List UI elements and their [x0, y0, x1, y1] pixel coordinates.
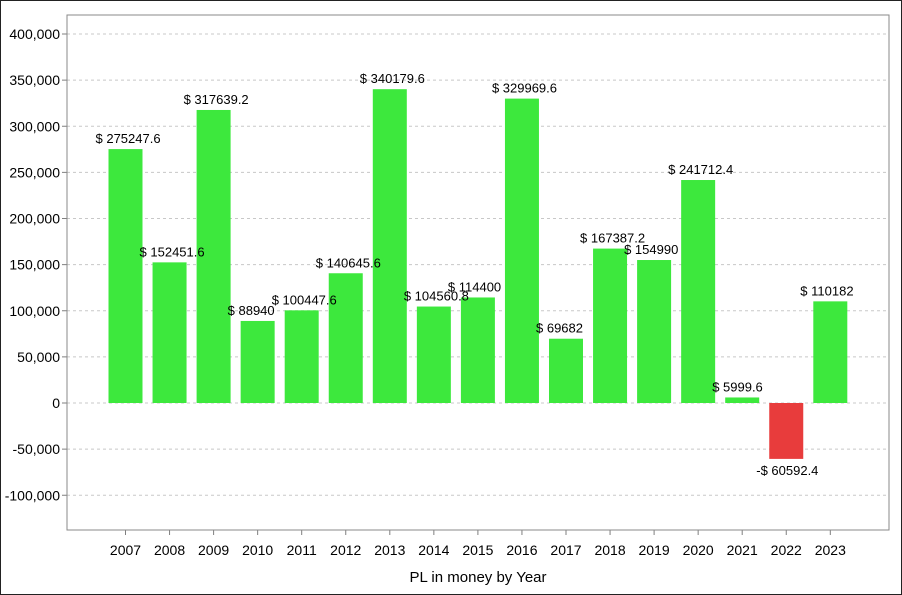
data-label-2020: $ 241712.4	[668, 162, 733, 177]
x-tick-label-2007: 2007	[110, 542, 141, 558]
y-tick-label: 50,000	[17, 349, 60, 365]
x-tick-label-2016: 2016	[506, 542, 537, 558]
data-label-2019: $ 154990	[624, 242, 678, 257]
x-tick-label-2021: 2021	[727, 542, 758, 558]
y-tick-label: 350,000	[9, 72, 60, 88]
y-tick-label: 300,000	[9, 118, 60, 134]
data-label-2023: $ 110182	[800, 283, 853, 298]
bar-2022	[769, 403, 804, 459]
data-label-2008: $ 152451.6	[140, 244, 205, 259]
bar-2016	[504, 98, 539, 404]
data-label-2011: $ 100447.6	[272, 292, 337, 307]
x-tick-label-2014: 2014	[418, 542, 449, 558]
data-label-2009: $ 317639.2	[184, 92, 249, 107]
bars	[108, 89, 848, 459]
data-label-2015: $ 114400	[448, 279, 501, 294]
y-tick-label: 150,000	[9, 257, 60, 273]
data-label-2022: -$ 60592.4	[756, 463, 818, 478]
plot-area-border	[66, 14, 890, 531]
y-tick-label: -50,000	[13, 441, 61, 457]
x-tick-label-2017: 2017	[550, 542, 581, 558]
bar-2011	[284, 310, 319, 403]
bar-2018	[593, 248, 628, 403]
data-label-2012: $ 140645.6	[316, 255, 381, 270]
x-tick-label-2023: 2023	[815, 542, 846, 558]
x-tick-label-2009: 2009	[198, 542, 229, 558]
bar-2007	[108, 149, 143, 403]
y-tick-label: 400,000	[9, 26, 60, 42]
x-tick-label-2010: 2010	[242, 542, 273, 558]
bar-2015	[460, 297, 495, 403]
data-label-2017: $ 69682	[536, 321, 583, 336]
bar-2012	[328, 273, 363, 403]
data-label-2021: $ 5999.6	[712, 379, 763, 394]
bar-2023	[813, 301, 848, 403]
bar-2020	[681, 180, 716, 403]
data-label-2016: $ 329969.6	[492, 81, 557, 96]
y-axis-ticks: 400,000 350,000 300,000 250,000 200,000 150,0…	[5, 26, 67, 503]
x-tick-label-2019: 2019	[639, 542, 670, 558]
bar-2021	[725, 397, 760, 403]
x-tick-label-2012: 2012	[330, 542, 361, 558]
y-tick-label: 250,000	[9, 164, 60, 180]
bar-2010	[240, 320, 275, 403]
data-label-2014: $ 104560.8	[404, 289, 469, 304]
x-tick-label-2020: 2020	[683, 542, 714, 558]
bar-2008	[152, 262, 187, 403]
data-label-2010: $ 88940	[228, 303, 275, 318]
x-axis-ticks: 2007 2008 2009 2010 2011 2012 2013 2014 2015 2016…	[110, 530, 846, 558]
bar-2019	[637, 260, 672, 403]
x-tick-label-2008: 2008	[154, 542, 185, 558]
bar-2009	[196, 109, 231, 403]
bar-2014	[416, 306, 451, 403]
x-tick-label-2022: 2022	[771, 542, 802, 558]
data-label-2013: $ 340179.6	[360, 71, 425, 86]
y-tick-label: 200,000	[9, 211, 60, 227]
bar-2013	[372, 89, 407, 403]
x-tick-label-2015: 2015	[462, 542, 493, 558]
data-labels: $ 275247.6$ 152451.6$ 317639.2$ 88940$ 1…	[96, 71, 854, 478]
data-label-2018: $ 167387.2	[580, 231, 645, 246]
x-tick-label-2013: 2013	[374, 542, 405, 558]
bar-2017	[549, 338, 583, 403]
y-tick-label: 100,000	[9, 303, 60, 319]
y-tick-label: -100,000	[5, 487, 60, 503]
data-label-2007: $ 275247.6	[96, 131, 161, 146]
x-tick-label-2018: 2018	[594, 542, 625, 558]
x-axis-title: PL in money by Year	[409, 569, 546, 586]
y-tick-label: 0	[52, 395, 60, 411]
x-tick-label-2011: 2011	[287, 542, 317, 558]
